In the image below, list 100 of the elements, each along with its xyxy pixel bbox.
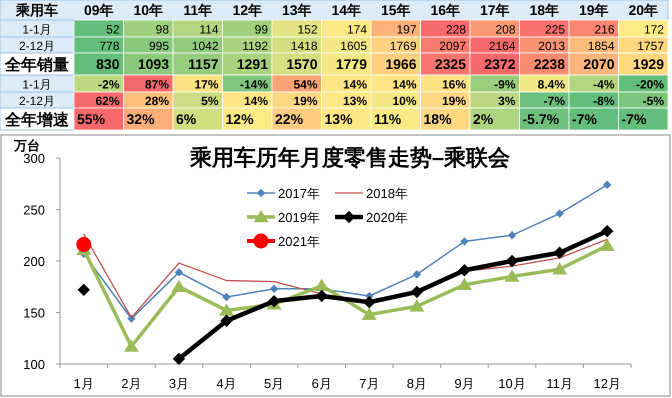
legend-label: 2020年 (366, 210, 408, 225)
data-label: 197 (396, 22, 417, 36)
data-label: 2% (473, 111, 494, 127)
y-axis-title: 乘用车 (15, 2, 58, 18)
point (412, 270, 421, 278)
legend-label: 2021年 (278, 234, 320, 249)
data-label: 22% (275, 111, 304, 127)
data-label: 14% (244, 94, 268, 108)
x-tick-label: 18年 (529, 2, 560, 18)
point (457, 278, 472, 290)
legend-label: 2019年 (278, 210, 320, 225)
x-tick-label: 5月 (264, 376, 284, 391)
legend-label: 2018年 (366, 186, 408, 201)
point (603, 180, 612, 189)
point (556, 210, 564, 218)
x-tick-label: 8月 (406, 376, 427, 391)
data-label: 1418 (290, 39, 318, 53)
data-label: 6% (176, 111, 197, 127)
x-tick-label: 13年 (282, 2, 312, 18)
y-tick-label: 全年销量 (4, 56, 69, 74)
point (508, 231, 516, 240)
point (124, 340, 138, 352)
x-tick-label: 14年 (331, 2, 362, 18)
data-label: -9% (494, 78, 516, 92)
x-tick-label: 9月 (454, 376, 475, 391)
data-label: 1779 (336, 56, 368, 72)
data-label: 1093 (138, 56, 170, 72)
y-tick-label: 100 (23, 357, 45, 372)
data-label: 19% (293, 94, 318, 108)
y-axis-title: 万台 (13, 138, 40, 153)
data-label: 228 (446, 22, 466, 36)
data-label: 14% (342, 78, 368, 92)
y-tick-label: 1-1月 (22, 22, 52, 36)
data-label: -5% (642, 94, 664, 108)
data-label: 99 (254, 22, 268, 36)
data-label: -4% (593, 78, 615, 92)
y-tick-label: 1-1月 (22, 78, 52, 92)
data-label: 55% (77, 111, 106, 127)
x-tick-label: 10月 (498, 376, 526, 391)
data-label: 208 (495, 22, 516, 36)
y-tick-label: 2-12月 (18, 94, 56, 108)
x-tick-label: 2月 (121, 376, 142, 391)
data-label: 225 (544, 22, 566, 36)
y-tick-label: 250 (23, 202, 45, 218)
point (76, 237, 92, 252)
data-label: 2325 (434, 56, 466, 72)
point (222, 293, 231, 302)
data-label: -5.7% (522, 111, 560, 127)
x-tick-label: 4月 (216, 376, 237, 391)
point (460, 237, 468, 246)
data-label: 5% (201, 94, 219, 108)
data-label: 2164 (488, 39, 516, 53)
y-tick-label: 200 (23, 254, 45, 269)
data-label: 2238 (534, 56, 566, 72)
y-tick-label: 全年增速 (4, 111, 70, 129)
point (362, 308, 376, 320)
data-label: 2372 (484, 56, 516, 72)
x-tick-label: 09年 (84, 2, 114, 18)
data-label: 14% (392, 78, 417, 92)
data-label: 52 (106, 22, 120, 36)
data-label: -7% (544, 94, 566, 108)
x-tick-label: 16年 (430, 2, 460, 18)
data-label: 18% (424, 111, 452, 127)
data-label: 1605 (340, 39, 368, 53)
data-label: 216 (594, 22, 615, 36)
data-label: 778 (99, 39, 120, 53)
point (220, 314, 233, 327)
data-label: 1769 (390, 39, 417, 53)
x-tick-label: 20年 (628, 2, 658, 18)
data-label: -20% (636, 78, 664, 92)
data-label: 3% (498, 94, 516, 108)
data-label: 98 (156, 22, 170, 36)
point (554, 246, 566, 259)
data-label: 87% (144, 78, 170, 92)
chart-title: 乘用车历年月度零售走势–乘联会 (188, 145, 512, 170)
data-label: 1570 (286, 56, 318, 72)
data-label: 1757 (637, 39, 664, 53)
point (410, 300, 424, 312)
data-label: 2097 (439, 39, 466, 53)
data-label: 1157 (188, 56, 219, 72)
data-label: -14% (240, 78, 268, 92)
data-label: 13% (342, 94, 368, 108)
data-label: -7% (572, 111, 598, 127)
x-tick-label: 12年 (232, 2, 262, 18)
data-label: 54% (293, 78, 318, 92)
point (172, 280, 186, 292)
point (363, 296, 376, 308)
y-tick-label: 2-12月 (18, 39, 56, 53)
data-label: 1192 (242, 39, 268, 53)
x-tick-label: 12月 (593, 376, 621, 391)
data-label: 1854 (588, 39, 615, 53)
point (314, 279, 329, 292)
data-label: 830 (96, 56, 120, 72)
x-tick-label: 3月 (168, 376, 190, 391)
data-label: 62% (95, 94, 120, 108)
data-label: 12% (226, 111, 254, 127)
data-label: 13% (324, 111, 354, 127)
point (506, 255, 518, 267)
x-tick-label: 1月 (74, 376, 94, 391)
point (552, 262, 567, 275)
